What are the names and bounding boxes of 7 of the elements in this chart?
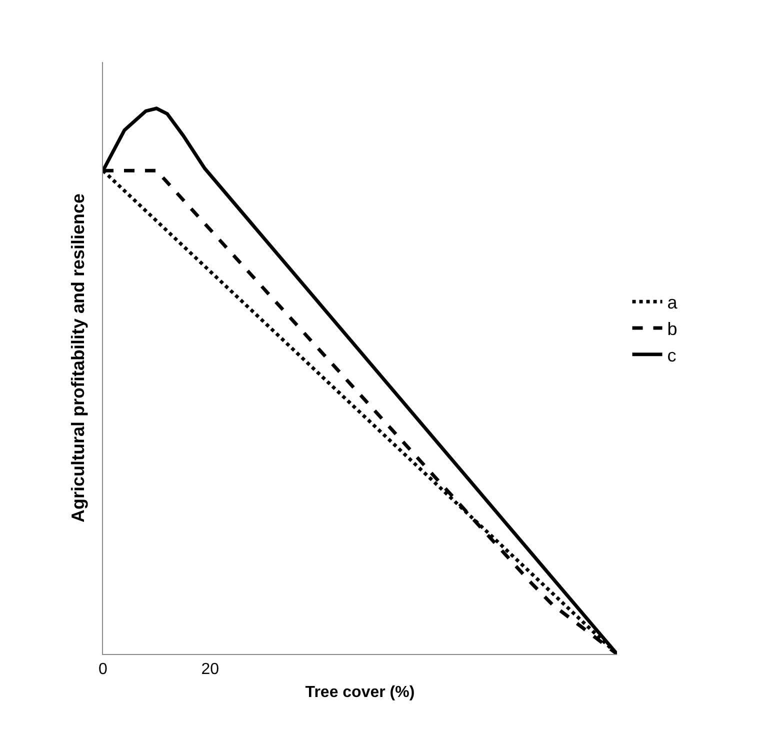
y-axis-title: Agricultural profitability and resilience [68, 193, 88, 523]
legend-label: a [667, 292, 678, 313]
x-axis-title: Tree cover (%) [305, 684, 415, 701]
legend-label: b [667, 319, 678, 340]
x-tick-label: 0 [98, 661, 108, 678]
legend-label: c [667, 345, 676, 366]
x-tick-label: 20 [201, 661, 220, 678]
